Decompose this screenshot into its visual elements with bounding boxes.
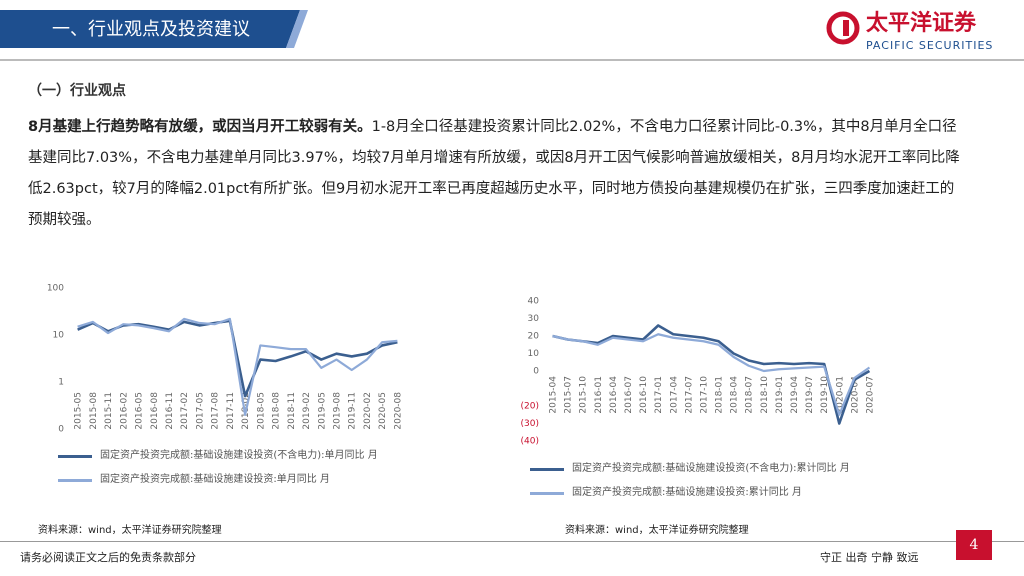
x-tick-label: 2016-05 <box>135 392 145 430</box>
header-title: 一、行业观点及投资建议 <box>52 19 250 40</box>
y-tick-label: 1 <box>58 378 64 388</box>
x-tick-label: 2017-08 <box>211 392 221 430</box>
y-tick-label: (40) <box>521 437 539 447</box>
x-tick-label: 2016-08 <box>150 392 160 430</box>
logo-icon <box>826 11 860 45</box>
series-line <box>552 324 871 425</box>
x-tick-label: 2017-02 <box>180 392 190 430</box>
y-tick-label: 20 <box>528 332 540 342</box>
x-tick-label: 2020-02 <box>363 392 373 430</box>
legend-swatch <box>58 479 92 482</box>
footer-rule <box>0 541 1024 542</box>
x-tick-label: 2019-10 <box>820 376 830 414</box>
x-tick-label: 2018-01 <box>715 376 725 414</box>
x-tick-label: 2015-04 <box>549 376 559 414</box>
source-note: 资料来源：wind，太平洋证券研究院整理 <box>565 525 749 536</box>
x-tick-label: 2015-10 <box>579 376 589 414</box>
series-line <box>552 333 871 416</box>
x-tick-label: 2018-07 <box>745 376 755 414</box>
legend-swatch <box>530 492 564 495</box>
x-tick-label: 2018-05 <box>256 392 266 430</box>
x-tick-label: 2017-04 <box>669 376 679 414</box>
x-tick-label: 2018-11 <box>287 392 297 430</box>
x-tick-label: 2019-02 <box>302 392 312 430</box>
footer-motto: 守正 出奇 宁静 致远 <box>820 551 919 564</box>
y-tick-label: 10 <box>53 331 65 341</box>
paragraph-body: 1-8月全口径基建投资累计同比2.02%，不含电力口径累计同比-0.3%，其中8… <box>28 119 960 228</box>
legend-swatch <box>58 455 92 458</box>
series-line <box>77 317 398 416</box>
y-tick-label: 10 <box>528 349 540 359</box>
x-tick-label: 2018-04 <box>730 376 740 414</box>
x-tick-label: 2018-08 <box>272 392 282 430</box>
source-note: 资料来源：wind，太平洋证券研究院整理 <box>38 525 222 536</box>
banner-accent <box>286 10 308 48</box>
x-tick-label: 2019-01 <box>775 376 785 414</box>
y-tick-label: 100 <box>47 284 64 294</box>
x-tick-label: 2016-04 <box>609 376 619 414</box>
legend: 固定资产投资完成额:基础设施建设投资(不含电力):累计同比 月固定资产投资完成额… <box>530 461 870 509</box>
x-tick-label: 2016-11 <box>165 392 175 430</box>
y-tick-label: (30) <box>521 419 539 429</box>
x-tick-label: 2016-07 <box>624 376 634 414</box>
x-tick-label: 2015-07 <box>564 376 574 414</box>
x-tick-label: 2017-10 <box>699 376 709 414</box>
x-tick-label: 2017-05 <box>195 392 205 430</box>
y-tick-label: 0 <box>533 367 539 377</box>
legend-item: 固定资产投资完成额:基础设施建设投资(不含电力):累计同比 月 <box>530 461 870 477</box>
x-tick-label: 2018-10 <box>760 376 770 414</box>
logo-en: PACIFIC SECURITIES <box>866 39 993 52</box>
x-tick-label: 2019-08 <box>332 392 342 430</box>
x-tick-label: 2015-05 <box>74 392 84 430</box>
legend: 固定资产投资完成额:基础设施建设投资(不含电力):单月同比 月固定资产投资完成额… <box>58 448 408 496</box>
x-tick-label: 2016-02 <box>119 392 129 430</box>
page-number: 4 <box>956 530 992 560</box>
legend-item: 固定资产投资完成额:基础设施建设投资:单月同比 月 <box>58 472 408 488</box>
chart: 40 30 20 10 0 (20) (30) (40) 2015-04 2015-07 2015-… <box>521 297 876 447</box>
x-tick-label: 2019-07 <box>805 376 815 414</box>
y-tick-label: 40 <box>528 297 540 307</box>
x-tick-label: 2017-07 <box>684 376 694 414</box>
paragraph-lead: 8月基建上行趋势略有放缓，或因当月开工较弱有关。 <box>28 119 372 135</box>
series-line <box>77 319 398 398</box>
legend-label: 固定资产投资完成额:基础设施建设投资(不含电力):单月同比 月 <box>100 450 378 461</box>
x-tick-label: 2015-08 <box>89 392 99 430</box>
x-tick-label: 2020-08 <box>393 392 403 430</box>
x-tick-label: 2019-05 <box>317 392 327 430</box>
logo-cn: 太平洋证券 <box>866 10 977 36</box>
y-tick-label: (20) <box>521 402 539 412</box>
x-tick-label: 2017-01 <box>654 376 664 414</box>
x-tick-label: 2020-05 <box>378 392 388 430</box>
header: 一、行业观点及投资建议 太平洋证券 PACIFIC SECURITIES <box>0 10 1024 61</box>
x-tick-label: 2020-01 <box>835 376 845 414</box>
y-tick-label: 0 <box>58 425 64 435</box>
y-tick-label: 30 <box>528 314 540 324</box>
legend-swatch <box>530 468 564 471</box>
legend-item: 固定资产投资完成额:基础设施建设投资:累计同比 月 <box>530 485 870 501</box>
legend-label: 固定资产投资完成额:基础设施建设投资(不含电力):累计同比 月 <box>572 463 850 474</box>
x-tick-label: 2016-10 <box>639 376 649 414</box>
title-banner <box>0 10 300 48</box>
x-tick-label: 2017-11 <box>226 392 236 430</box>
legend-item: 固定资产投资完成额:基础设施建设投资(不含电力):单月同比 月 <box>58 448 408 464</box>
x-tick-label: 2019-04 <box>790 376 800 414</box>
legend-label: 固定资产投资完成额:基础设施建设投资:单月同比 月 <box>100 474 330 485</box>
x-tick-label: 2019-11 <box>348 392 358 430</box>
x-tick-label: 2020-04 <box>850 376 860 414</box>
section-heading: （一）行业观点 <box>28 83 126 99</box>
paragraph: 8月基建上行趋势略有放缓，或因当月开工较弱有关。1-8月全口径基建投资累计同比2… <box>28 112 968 236</box>
legend-label: 固定资产投资完成额:基础设施建设投资:累计同比 月 <box>572 487 802 498</box>
footer-disclaimer: 请务必阅读正文之后的免责条款部分 <box>20 551 196 564</box>
logo-icon-bar <box>843 20 849 36</box>
x-tick-label: 2016-01 <box>594 376 604 414</box>
x-tick-label: 2020-07 <box>865 376 875 414</box>
x-tick-label: 2015-11 <box>104 392 114 430</box>
